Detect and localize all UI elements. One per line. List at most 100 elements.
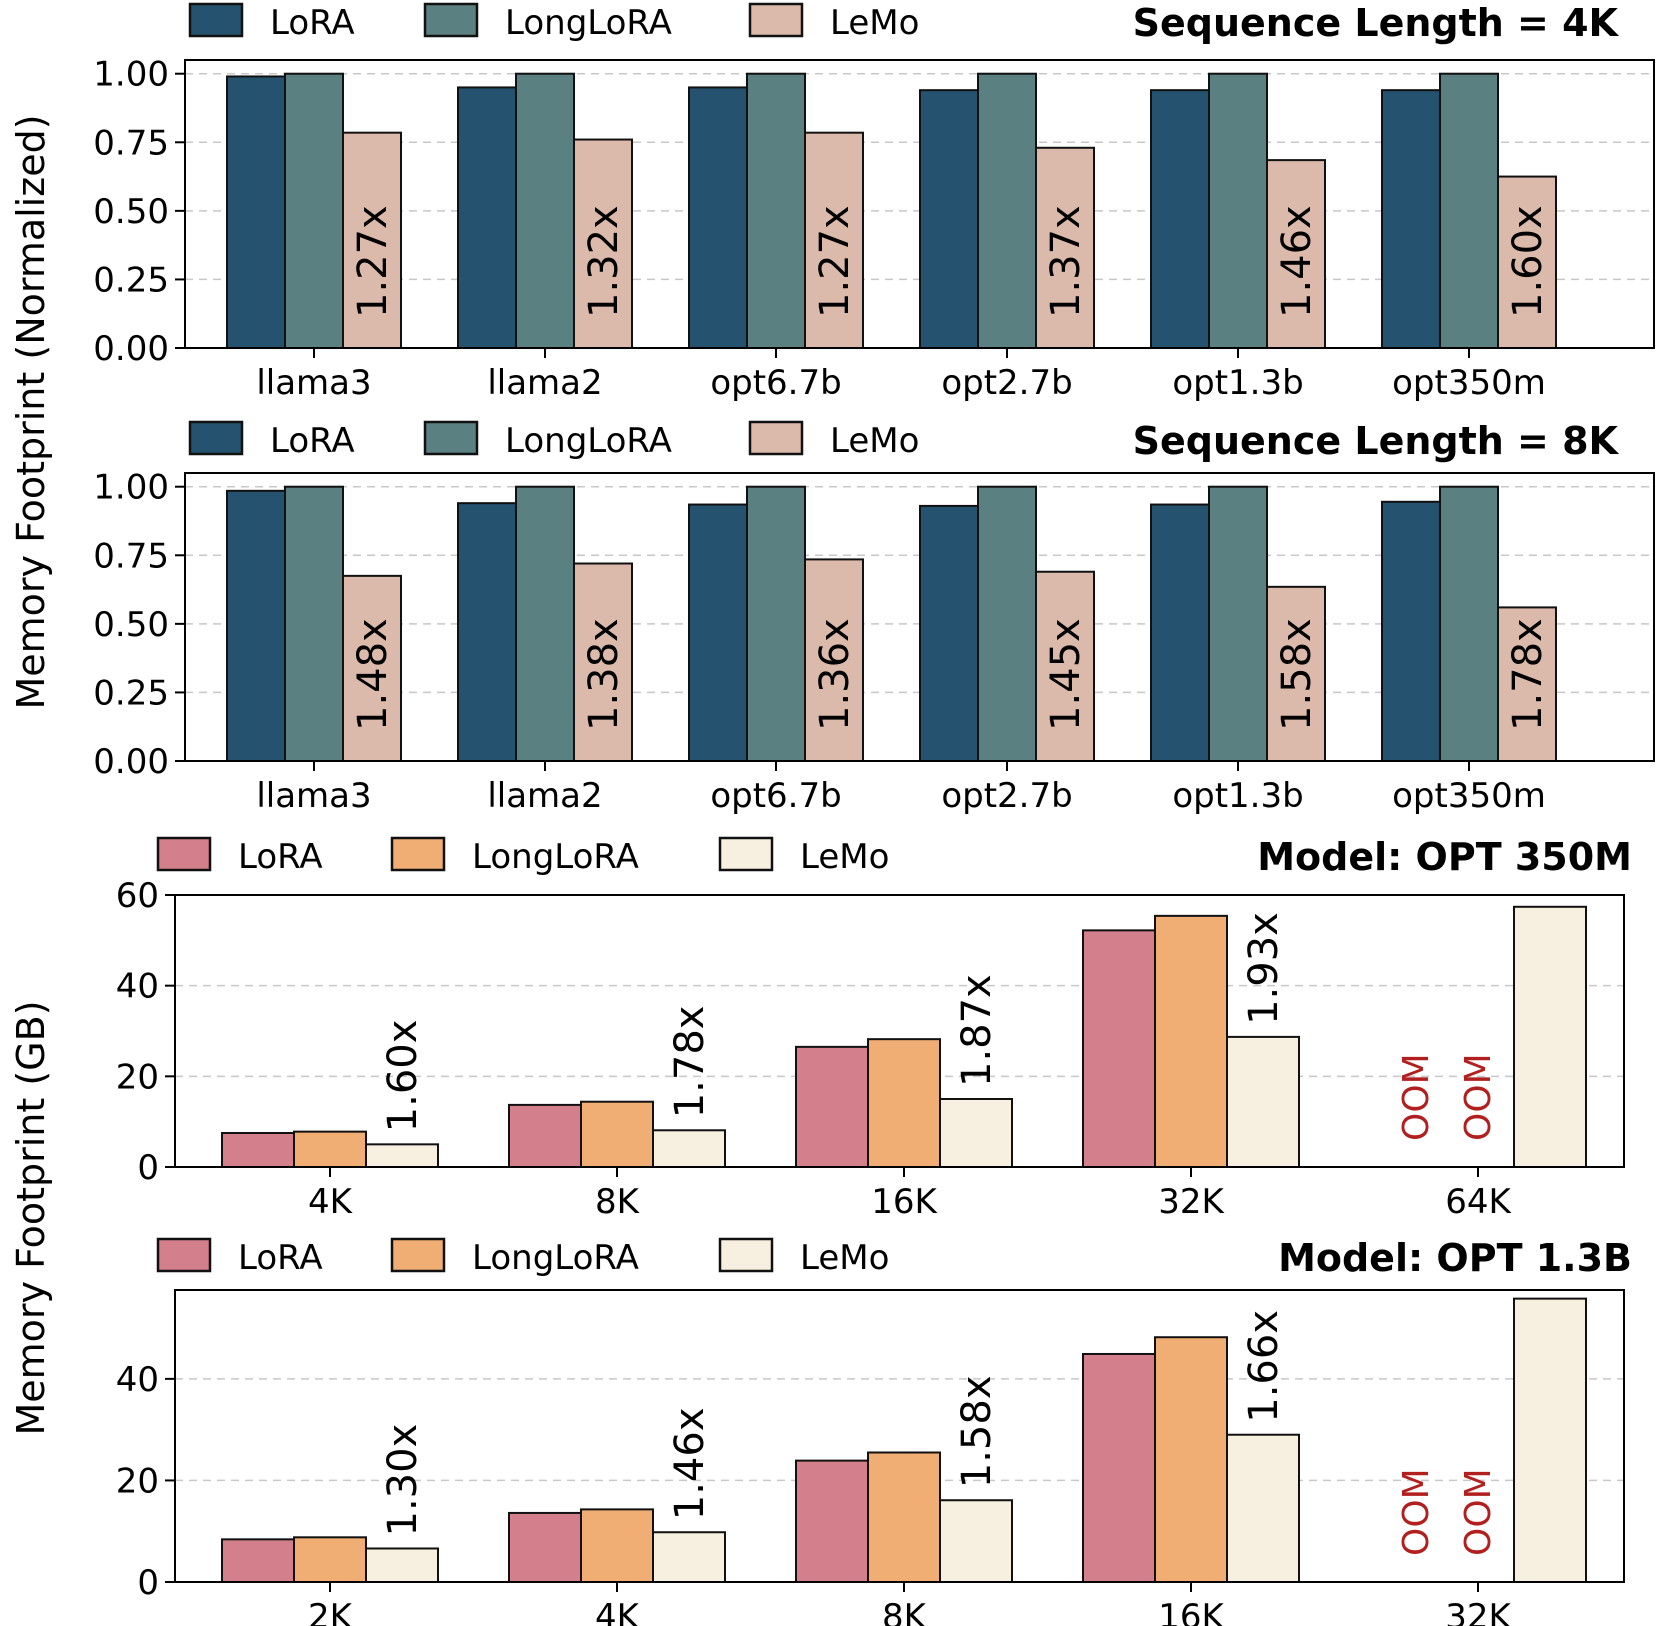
legend-label-lora: LoRA (270, 3, 355, 43)
x-tick-label: llama2 (487, 776, 602, 816)
bar-lora-llama2 (457, 86, 517, 350)
x-tick-label: 32K (1445, 1597, 1512, 1626)
bar-longlora-4k (580, 1508, 654, 1583)
legend-label-lora: LoRA (238, 1238, 323, 1278)
panel-title: Model: OPT 1.3B (1278, 1236, 1632, 1280)
bar-lora-opt350m (1381, 89, 1441, 350)
x-tick-label: opt350m (1392, 363, 1546, 403)
x-tick-label: 4K (595, 1597, 641, 1626)
ratio-annotation: 1.38x (581, 618, 627, 731)
legend-swatch-longlora (423, 420, 479, 456)
axes-frame (174, 894, 1625, 1168)
legend-swatch-lora (156, 1237, 212, 1273)
bar-longlora-opt27b (977, 485, 1037, 762)
x-tick-label: 8K (595, 1182, 641, 1222)
y-tick-label: 0.75 (93, 536, 169, 576)
x-tick-label: 2K (308, 1597, 354, 1626)
legend: LoRA LongLoRA LeMo (156, 836, 889, 877)
ylabel-normalized: Memory Footprint (Normalized) (9, 114, 53, 709)
chart-panel-3: 0 20 40 60 1.60x 4K 1.78x 8K 1.87x 16K 1.93x 32K 64K… (116, 835, 1632, 1222)
x-tick-label: opt6.7b (710, 776, 841, 816)
bar-lora-llama2 (457, 502, 517, 762)
x-tick-label: llama3 (256, 776, 371, 816)
axes-frame (184, 59, 1655, 349)
bar-longlora-32k (1154, 914, 1228, 1168)
bar-lemo-llama2 (573, 138, 633, 349)
bar-lemo-opt27b (1035, 570, 1095, 762)
ratio-annotation: 1.27x (350, 205, 396, 318)
bar-lora-2k (221, 1538, 295, 1584)
y-tick-label: 0.25 (93, 260, 169, 300)
legend: LoRA LongLoRA LeMo (156, 1237, 889, 1278)
ratio-annotation: 1.46x (667, 1407, 713, 1520)
bar-lemo-opt67b (804, 558, 864, 763)
legend: LoRA LongLoRA LeMo (188, 420, 919, 461)
legend-label-longlora: LongLoRA (505, 421, 672, 461)
axes-frame (174, 1289, 1625, 1583)
bar-lora-16k (1082, 1352, 1156, 1583)
legend-swatch-longlora (390, 836, 446, 872)
bar-lemo-opt13b (1266, 159, 1326, 349)
legend: LoRA LongLoRA LeMo (188, 2, 919, 43)
bar-lora-opt67b (688, 503, 748, 762)
x-tick-label: opt1.3b (1172, 776, 1303, 816)
ratio-annotation: 1.87x (954, 974, 1000, 1087)
y-tick-label: 40 (116, 967, 159, 1007)
bar-longlora-opt27b (977, 72, 1037, 349)
panel-title: Sequence Length = 8K (1133, 419, 1620, 463)
x-tick-label: 16K (871, 1182, 938, 1222)
panel-title: Model: OPT 350M (1257, 835, 1632, 879)
panel-title: Sequence Length = 4K (1133, 1, 1620, 45)
y-tick-label: 0 (137, 1148, 159, 1188)
oom-label: OOM (1458, 1468, 1499, 1556)
bar-longlora-8k (867, 1451, 941, 1584)
legend-label-lora: LoRA (270, 421, 355, 461)
legend-label-lora: LoRA (238, 837, 323, 877)
ratio-annotation: 1.78x (1505, 618, 1551, 731)
x-tick-label: 8K (882, 1597, 928, 1626)
legend-swatch-longlora (423, 2, 479, 38)
ratio-annotation: 1.27x (812, 205, 858, 318)
x-tick-label: opt2.7b (941, 363, 1072, 403)
ratio-annotation: 1.45x (1043, 618, 1089, 731)
bar-lora-8k (508, 1103, 582, 1168)
legend-swatch-lemo (748, 2, 804, 38)
bar-longlora-llama2 (515, 72, 575, 349)
bar-lemo-32k (1513, 1297, 1587, 1583)
bar-lemo-4k (365, 1143, 439, 1169)
bar-longlora-16k (867, 1038, 941, 1169)
bar-lemo-llama3 (342, 131, 402, 349)
bar-lora-8k (795, 1459, 869, 1583)
ratio-annotation: 1.32x (581, 205, 627, 318)
bar-lemo-opt27b (1035, 146, 1095, 349)
ratio-annotation: 1.58x (1274, 618, 1320, 731)
x-tick-label: opt350m (1392, 776, 1546, 816)
bar-lora-4k (221, 1132, 295, 1168)
legend-swatch-lemo (748, 420, 804, 456)
y-tick-label: 0.75 (93, 123, 169, 163)
bar-longlora-opt13b (1208, 485, 1268, 762)
bar-lora-16k (795, 1045, 869, 1169)
legend-label-lemo: LeMo (830, 421, 919, 461)
bar-longlora-16k (1154, 1336, 1228, 1583)
ratio-annotation: 1.30x (380, 1424, 426, 1537)
x-tick-label: llama2 (487, 363, 602, 403)
legend-label-longlora: LongLoRA (472, 1238, 639, 1278)
x-tick-label: 64K (1445, 1182, 1512, 1222)
bar-lemo-8k (939, 1499, 1013, 1583)
bar-lora-opt27b (919, 89, 979, 350)
y-tick-label: 0.00 (93, 742, 169, 782)
oom-label: OOM (1458, 1053, 1499, 1141)
legend-swatch-lemo (718, 836, 774, 872)
x-tick-label: opt1.3b (1172, 363, 1303, 403)
bar-longlora-llama3 (284, 485, 344, 762)
bar-lora-opt13b (1150, 89, 1210, 350)
y-tick-label: 0 (137, 1563, 159, 1603)
y-tick-label: 0.50 (93, 605, 169, 645)
ratio-annotation: 1.66x (1241, 1310, 1287, 1423)
bar-lora-llama3 (226, 75, 286, 349)
bar-lora-4k (508, 1511, 582, 1584)
chart-panel-1: 0.00 0.25 0.50 0.75 1.00 1.27x llama3 1.32x llam… (93, 1, 1655, 403)
bar-lora-opt67b (688, 86, 748, 350)
